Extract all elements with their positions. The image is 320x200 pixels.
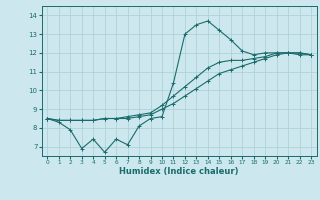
X-axis label: Humidex (Indice chaleur): Humidex (Indice chaleur) [119,167,239,176]
